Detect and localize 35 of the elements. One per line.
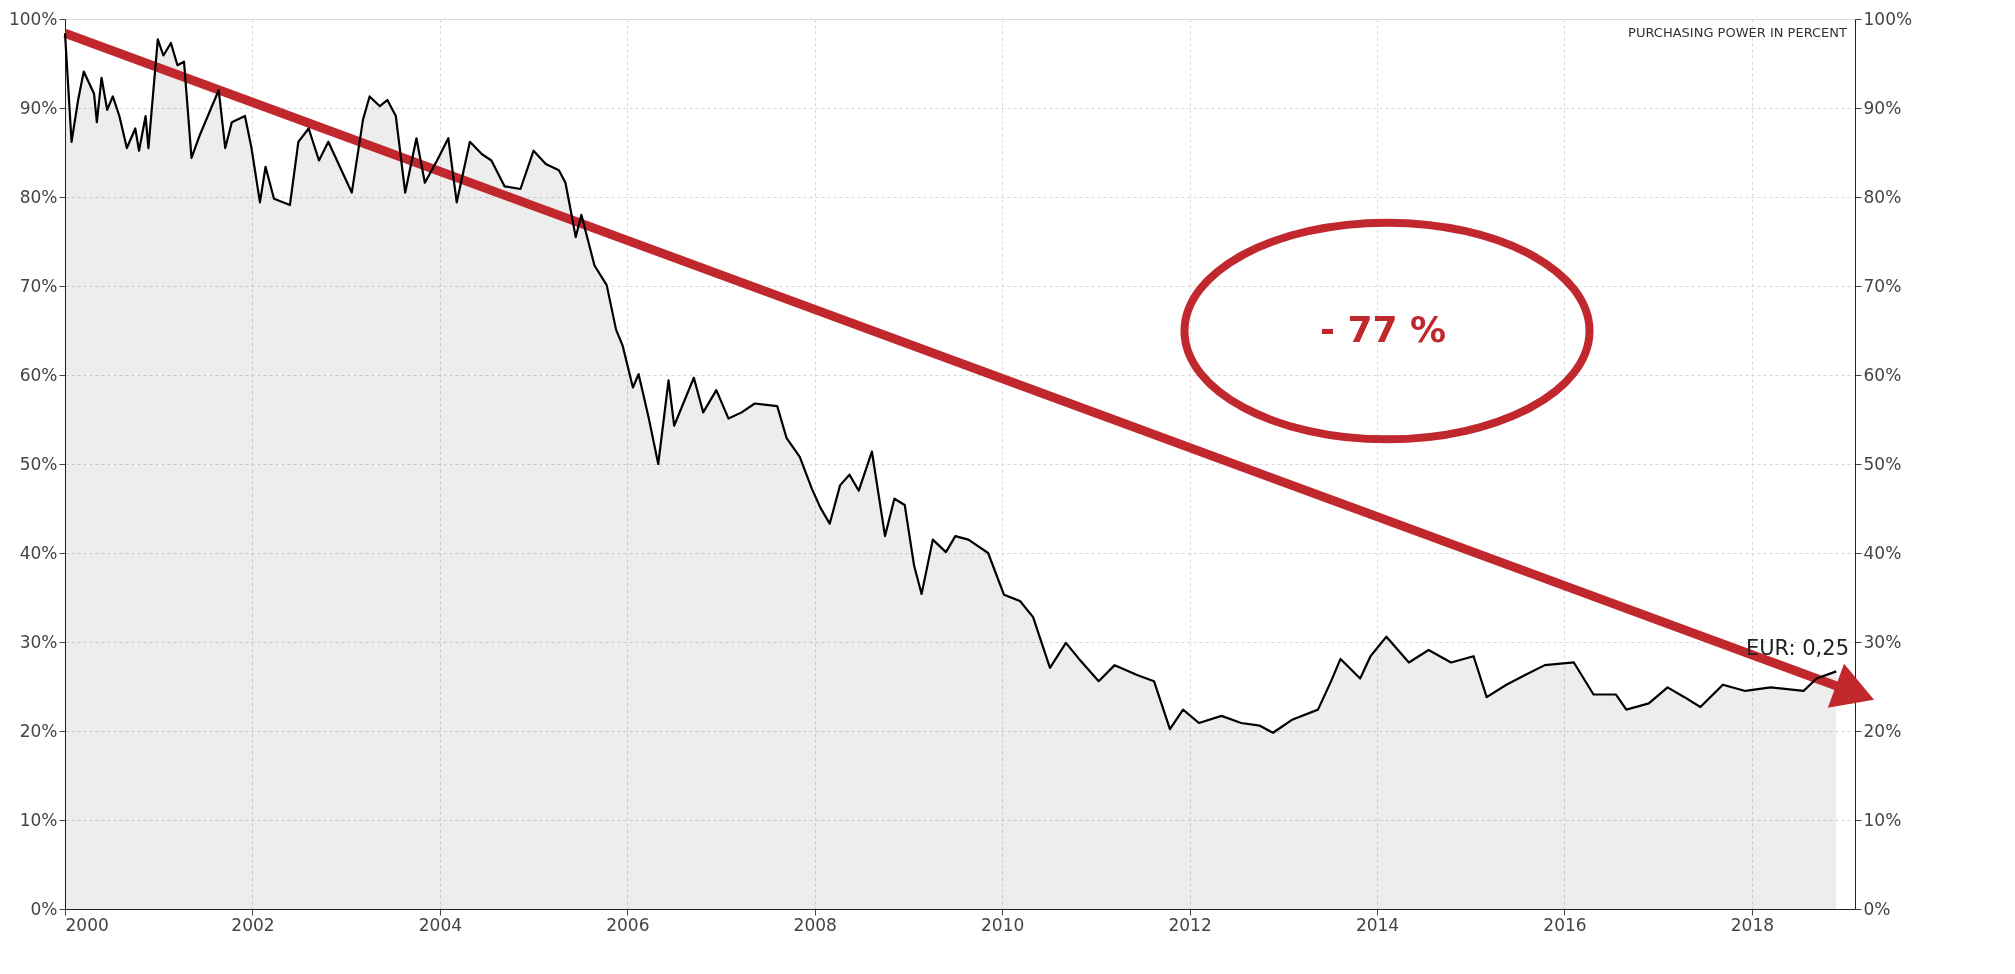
y2-tick-label: 10%: [1863, 809, 1902, 830]
y2-tick-label: 80%: [1863, 186, 1902, 207]
y-tick-label: 0%: [30, 898, 58, 919]
x-tick-label: 2000: [65, 914, 109, 935]
y-tick-label: 40%: [19, 542, 58, 563]
y2-tick-label: 70%: [1863, 275, 1902, 296]
y-tick-label: 80%: [19, 186, 58, 207]
x-tick-label: 2010: [981, 914, 1025, 935]
x-tick-label: 2016: [1543, 914, 1587, 935]
y2-tick-label: 60%: [1863, 364, 1902, 385]
y-tick-label: 100%: [8, 8, 58, 29]
x-tick-label: 2008: [793, 914, 837, 935]
y2-tick-label: 90%: [1863, 97, 1902, 118]
y-tick-label: 70%: [19, 275, 58, 296]
annotation: EUR: 0,25: [1745, 636, 1849, 660]
x-tick-label: 2006: [606, 914, 650, 935]
y2-tick-label: 0%: [1863, 898, 1891, 919]
y-tick-label: 10%: [19, 809, 58, 830]
x-tick-label: 2014: [1355, 914, 1400, 935]
annotation: PURCHASING POWER IN PERCENT: [1628, 25, 1848, 40]
y2-tick-label: 50%: [1863, 453, 1902, 474]
annotation: - 77 %: [1319, 309, 1447, 350]
y2-tick-label: 20%: [1863, 720, 1902, 741]
x-tick-label: 2004: [418, 914, 462, 935]
y-tick-label: 50%: [19, 453, 58, 474]
y2-tick-label: 40%: [1863, 542, 1902, 563]
x-tick-label: 2018: [1730, 914, 1775, 935]
y-tick-label: 60%: [19, 364, 58, 385]
y-tick-label: 90%: [19, 97, 58, 118]
y2-tick-label: 30%: [1863, 631, 1902, 652]
y2-tick-label: 100%: [1863, 8, 1913, 29]
y-tick-label: 30%: [19, 631, 58, 652]
x-tick-label: 2012: [1168, 914, 1212, 935]
x-tick-label: 2002: [231, 914, 275, 935]
y-tick-label: 20%: [19, 720, 58, 741]
